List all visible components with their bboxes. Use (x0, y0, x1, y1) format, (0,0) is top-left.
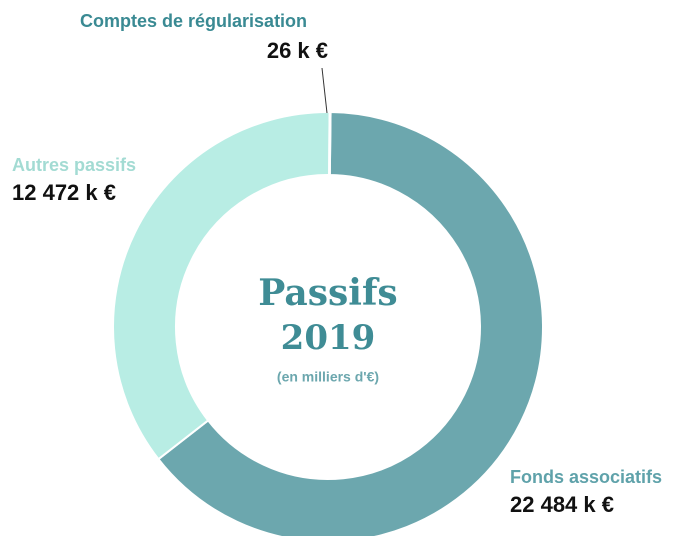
slice-label: Comptes de régularisation (80, 11, 307, 31)
chart-title: Passifs (258, 272, 397, 314)
slice-label: Autres passifs (12, 155, 136, 175)
slice-label: Fonds associatifs (510, 467, 662, 487)
donut-slice (328, 110, 332, 177)
value-label: 26 k € (267, 38, 328, 63)
leader-line (321, 67, 328, 114)
donut-slice (112, 111, 331, 461)
chart-subtitle: 2019 (281, 318, 376, 358)
value-label: 12 472 k € (12, 180, 116, 205)
donut-slice (157, 111, 544, 536)
value-label: 22 484 k € (510, 492, 614, 517)
chart-note: (en milliers d'€) (277, 369, 379, 385)
donut (112, 110, 544, 536)
